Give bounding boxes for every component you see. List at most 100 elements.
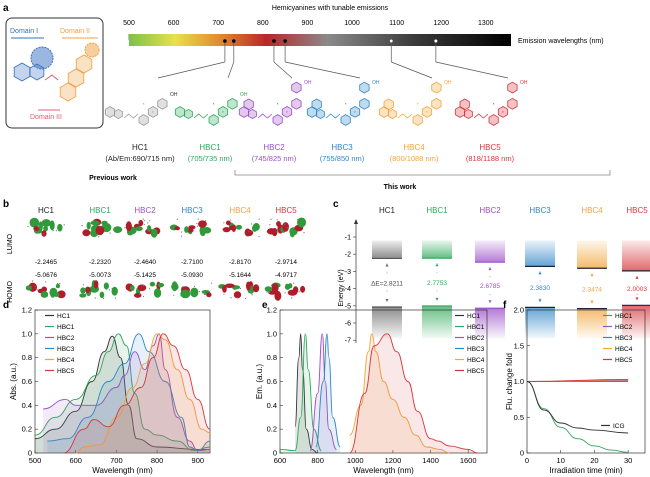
atom (81, 225, 83, 227)
lumo-orbital (81, 218, 123, 238)
orbital-lobe (85, 286, 91, 294)
orbital-lobe (206, 292, 212, 298)
orbital-lobe (40, 291, 49, 298)
orbital-lobe (225, 220, 231, 226)
atom (59, 283, 61, 285)
lumo-value: -2.8170 (229, 259, 251, 266)
homo-band (577, 308, 607, 339)
compound-name: HBC5 (479, 143, 501, 152)
orbital-lobe (57, 290, 66, 299)
x-tick-label: 30 (624, 456, 632, 465)
homo-orbital (171, 281, 213, 299)
y-tick-label: 2.0 (514, 306, 524, 315)
orbital-lobe (288, 283, 293, 289)
series-fill-hbc3 (315, 333, 341, 453)
atom (276, 219, 278, 221)
lumo-label: LUMO (7, 233, 14, 254)
series-line-hbc2 (43, 333, 211, 452)
atom (160, 292, 162, 294)
connector-line (273, 61, 293, 79)
y-tick-label: 1.0 (267, 329, 277, 338)
series-fill-hc1 (295, 333, 318, 453)
homo-value: -5.1425 (134, 272, 156, 279)
atom (204, 293, 207, 296)
panel-label-b: b (3, 199, 9, 210)
lumo-orbital (27, 217, 65, 237)
orbital-lobe (235, 224, 243, 230)
pyrrole-ring (315, 108, 325, 120)
xanthene-ring (291, 97, 302, 110)
orbital-lobe (127, 229, 134, 236)
y-axis-label: Em. (a.u.) (255, 364, 264, 399)
benzo-ring (459, 98, 470, 111)
energy-gap-value: 2.0003 (627, 286, 647, 293)
x-axis-label: Wavelength (nm) (353, 466, 414, 475)
legend-label: HBC1 (467, 324, 485, 331)
y-tick-label: 0.6 (22, 377, 32, 386)
orbital-lobe (103, 282, 109, 290)
y-tick-label: 0.4 (22, 401, 32, 410)
xanthene-ring (412, 114, 423, 126)
indole-ring (104, 106, 116, 118)
hydroxyl-label: OH (444, 80, 452, 86)
orbital-lobe (57, 223, 63, 232)
ring (59, 82, 77, 102)
atom (105, 221, 107, 223)
legend-label: ICG (613, 423, 625, 430)
y-tick-label: 1.5 (514, 341, 524, 350)
orbital-lobe (90, 220, 100, 226)
atom (147, 222, 149, 224)
atom (245, 234, 248, 237)
atom (269, 224, 271, 226)
series-line-hbc5 (349, 333, 478, 454)
orbital-lobe (125, 221, 132, 232)
arrow-down-icon (488, 300, 492, 304)
orbital-lobe (184, 226, 189, 233)
atom (82, 284, 85, 286)
xanthene-ring (359, 97, 370, 110)
spectrum-tick-label: 800 (257, 20, 269, 27)
orbital-lobe (153, 288, 162, 298)
methine-bridge (123, 113, 139, 119)
atom (173, 294, 175, 296)
panel-label-d: d (3, 300, 9, 311)
arrow-up-icon (590, 273, 594, 277)
emission-spectrum-bar (129, 34, 511, 46)
orbital-lobe (149, 281, 156, 287)
y-tick-label: 0.6 (267, 377, 277, 386)
atom (236, 296, 238, 299)
atom (88, 291, 90, 293)
xanthene-ring (340, 114, 351, 126)
atom (149, 288, 151, 290)
orbital-lobe (146, 225, 152, 232)
orbital-lobe (274, 290, 282, 301)
orbital-compound-name: HBC1 (89, 206, 111, 215)
atom (201, 234, 203, 236)
hydroxyl-label: OH (170, 92, 178, 98)
atom (84, 293, 86, 295)
atom (155, 284, 157, 287)
atom (230, 297, 232, 299)
homo-value: -5.0930 (181, 272, 203, 279)
lumo-band (577, 240, 607, 269)
series-fill-hbc1 (35, 333, 210, 453)
chart-d: d 500 600 700 800 900 0 0.2 0.4 0.6 0.8 1.0 1.2 Wavel… (3, 300, 211, 475)
orbital-compound-name: HBC3 (181, 206, 203, 215)
xanthene-ring (431, 97, 442, 110)
atom (198, 291, 201, 293)
series-line-hbc4 (349, 333, 450, 454)
ring (67, 68, 85, 88)
connector-line (391, 61, 433, 79)
legend-label: HBC5 (467, 368, 485, 375)
orbital-lobe (29, 217, 40, 228)
atom (42, 227, 45, 229)
orbital-lobe (198, 220, 207, 228)
series-line-hbc3 (315, 333, 341, 448)
orbital-lobe (79, 293, 87, 298)
y-tick-label: 0 (520, 449, 524, 458)
atom (268, 291, 271, 293)
compound-name: HBC2 (263, 143, 285, 152)
series-fill-hbc1 (280, 333, 322, 453)
atom (27, 225, 29, 228)
